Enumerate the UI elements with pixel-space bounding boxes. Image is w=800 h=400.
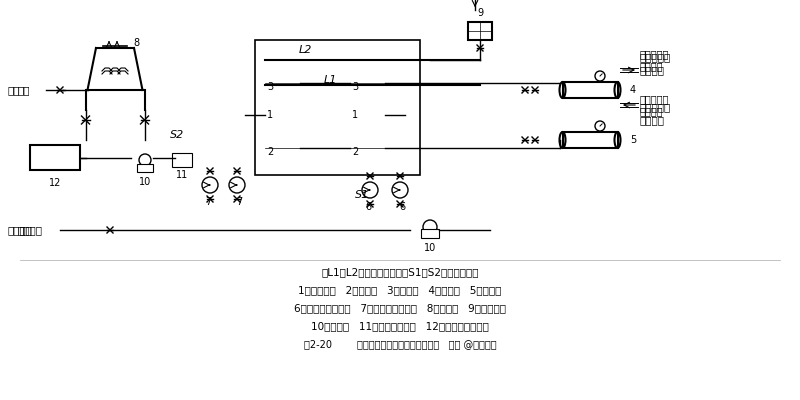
Bar <box>350 135 385 160</box>
Text: 12: 12 <box>49 178 61 188</box>
Text: L2: L2 <box>298 45 312 55</box>
Bar <box>562 132 618 148</box>
Bar <box>265 135 300 160</box>
Circle shape <box>362 182 378 198</box>
Text: 6: 6 <box>365 202 371 212</box>
Bar <box>255 40 420 175</box>
Text: 10: 10 <box>424 243 436 253</box>
Text: 来自空调设
备回水管: 来自空调设 备回水管 <box>640 102 671 125</box>
Text: 10－除污器   11－电子水处理仪   12－冷却水循环水箱: 10－除污器 11－电子水处理仪 12－冷却水循环水箱 <box>311 321 489 331</box>
Text: L1: L1 <box>323 75 337 85</box>
Text: 图2-20        空调冷却水循环系统工艺流程图   头条 @暖通南社: 图2-20 空调冷却水循环系统工艺流程图 头条 @暖通南社 <box>304 339 496 349</box>
Circle shape <box>595 121 605 131</box>
Bar <box>30 145 80 170</box>
Text: S2: S2 <box>170 130 184 140</box>
Text: 接软化水: 接软化水 <box>8 225 33 235</box>
Circle shape <box>139 154 151 166</box>
Bar <box>265 100 300 130</box>
Circle shape <box>595 71 605 81</box>
Text: 补水: 补水 <box>18 85 30 95</box>
Text: 11: 11 <box>176 170 188 180</box>
Circle shape <box>202 177 218 193</box>
Text: 9: 9 <box>477 8 483 18</box>
Bar <box>137 164 153 172</box>
Text: 7: 7 <box>236 197 242 207</box>
Text: 6: 6 <box>399 202 405 212</box>
Text: 来自空调设
备回水管: 来自空调设 备回水管 <box>640 94 670 116</box>
Bar <box>265 70 300 95</box>
Circle shape <box>392 182 408 198</box>
Bar <box>350 70 385 95</box>
Text: 7: 7 <box>205 197 211 207</box>
Text: 接软化水: 接软化水 <box>18 225 43 235</box>
Text: 2: 2 <box>352 147 358 157</box>
Text: 送至空调设
备供水管: 送至空调设 备供水管 <box>640 52 671 75</box>
Circle shape <box>229 177 245 193</box>
Bar <box>562 82 618 98</box>
Bar <box>350 100 385 130</box>
Text: 1: 1 <box>352 110 358 120</box>
Text: 8: 8 <box>133 38 139 48</box>
Text: 3: 3 <box>267 82 273 92</box>
Text: 10: 10 <box>139 177 151 187</box>
Circle shape <box>423 220 437 234</box>
Text: 补水: 补水 <box>8 85 21 95</box>
Text: 3: 3 <box>352 82 358 92</box>
Text: 1: 1 <box>267 110 273 120</box>
Text: 6－冷冻水循环水泵   7－冷却水循环水泵   8－冷却塔   9－膨胀水箱: 6－冷冻水循环水泵 7－冷却水循环水泵 8－冷却塔 9－膨胀水箱 <box>294 303 506 313</box>
Bar <box>468 22 492 40</box>
Text: 送至空调设
备供水管: 送至空调设 备供水管 <box>640 49 670 71</box>
Text: 2: 2 <box>267 147 273 157</box>
Bar <box>421 229 439 238</box>
Bar <box>172 153 192 167</box>
Text: S1: S1 <box>355 190 370 200</box>
Text: （L1、L2－冷冻供回水管；S1、S2－冷却水管）: （L1、L2－冷冻供回水管；S1、S2－冷却水管） <box>322 267 478 277</box>
Text: 4: 4 <box>630 85 636 95</box>
Text: 5: 5 <box>630 135 636 145</box>
Text: 1－冷水机组   2－冷凝器   3－蒸发器   4－分水器   5－集水器: 1－冷水机组 2－冷凝器 3－蒸发器 4－分水器 5－集水器 <box>298 285 502 295</box>
